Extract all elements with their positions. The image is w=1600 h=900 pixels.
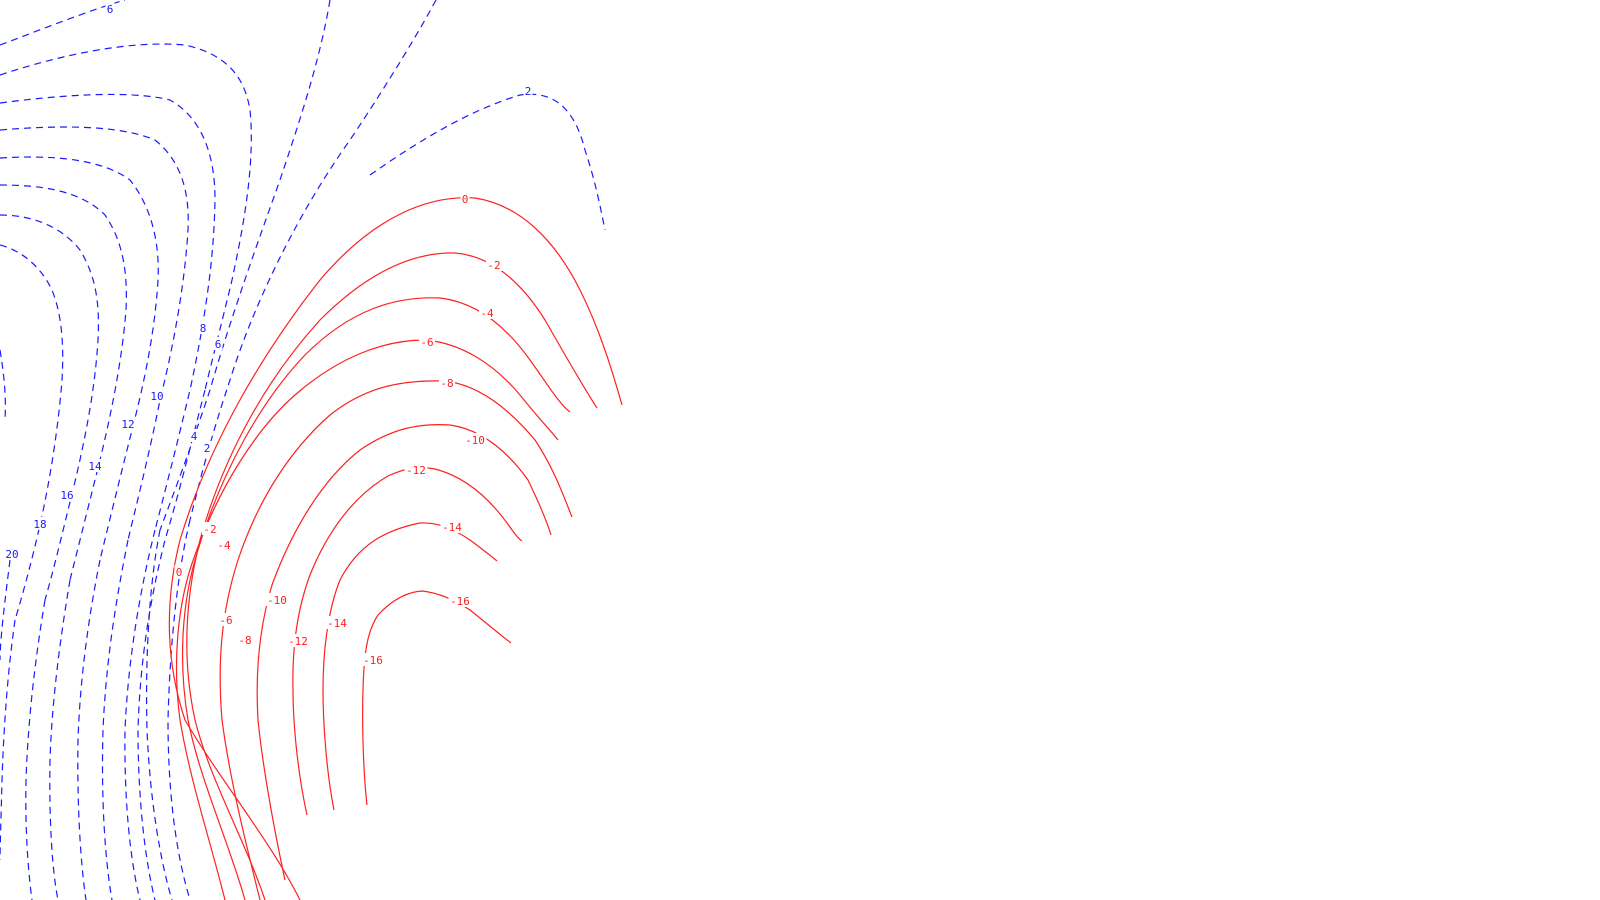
contour-label-bg xyxy=(4,547,20,560)
contour-line-level-neg12 xyxy=(292,466,523,816)
contour-label: -14 xyxy=(442,521,462,534)
contour-label-bg xyxy=(149,389,165,402)
contour-label-bg xyxy=(439,376,455,389)
contour-line-level-neg6 xyxy=(175,339,559,900)
contour-label-bg xyxy=(213,337,223,350)
contour-label-bg xyxy=(87,459,103,472)
contour-label: 14 xyxy=(88,460,102,473)
contour-label: -16 xyxy=(450,595,470,608)
contour-line-level-14 xyxy=(0,156,159,561)
contour-label-bg xyxy=(218,613,234,626)
contour-line-level-18 xyxy=(0,619,16,861)
contour-label-bg xyxy=(479,306,495,319)
contour-line-level-16 xyxy=(25,599,46,900)
contour-label-bg xyxy=(523,84,533,97)
contour-label: -6 xyxy=(420,336,433,349)
contour-label: 6 xyxy=(215,338,222,351)
contour-label-bg xyxy=(286,634,310,647)
contour-line-level-16 xyxy=(0,184,127,581)
contour-label: 16 xyxy=(60,489,73,502)
contour-label-bg xyxy=(460,192,470,205)
contour-label-bg xyxy=(325,616,349,629)
contour-label: -14 xyxy=(327,617,347,630)
contour-line-level-neg14 xyxy=(322,522,498,811)
contour-line-level-neg16 xyxy=(362,590,512,806)
contour-line-level-20 xyxy=(0,244,64,621)
contour-line-level-20 xyxy=(0,349,6,421)
contour-label: 6 xyxy=(107,3,114,16)
contour-label-bg xyxy=(448,594,472,607)
contour-line-level-0 xyxy=(168,197,623,900)
contour-label: -12 xyxy=(406,464,426,477)
contour-label: 10 xyxy=(150,390,163,403)
contour-label-bg xyxy=(59,488,75,501)
contour-label: 2 xyxy=(204,442,211,455)
contour-line-level-2 xyxy=(0,559,11,661)
contour-label-bg xyxy=(404,463,428,476)
contour-line-level-10 xyxy=(0,93,216,531)
contour-label: 12 xyxy=(121,418,134,431)
contour-label-bg xyxy=(440,520,464,533)
contour-line-level-neg4 xyxy=(181,297,571,900)
contour-label-bg xyxy=(189,429,199,442)
contour-line-level-2 xyxy=(369,93,606,231)
contour-label-bg xyxy=(265,593,289,606)
contour-label: -10 xyxy=(267,594,287,607)
contour-line-level-6 xyxy=(137,389,206,900)
contour-label-bg xyxy=(216,538,232,551)
contour-lines xyxy=(0,0,623,900)
contour-label-bg xyxy=(105,2,115,15)
contour-label-bg xyxy=(32,517,48,530)
contour-label-bg xyxy=(237,633,253,646)
contour-line-level-14 xyxy=(49,579,71,900)
contour-label: -8 xyxy=(238,634,251,647)
contour-label: 0 xyxy=(462,193,469,206)
contour-label-bg xyxy=(361,653,385,666)
contour-label: 2 xyxy=(525,85,532,98)
contour-line-level-neg10 xyxy=(256,424,552,881)
contour-label-bg xyxy=(120,417,136,430)
contour-label-bg xyxy=(463,433,487,446)
contour-label: 0 xyxy=(176,566,183,579)
contour-line-level-2 xyxy=(189,0,437,521)
contour-label: -6 xyxy=(219,614,232,627)
contour-label: 8 xyxy=(200,322,207,335)
contour-label-bg xyxy=(198,321,208,334)
contour-label: -16 xyxy=(363,654,383,667)
contour-line-level-10 xyxy=(101,539,129,900)
contour-label: -4 xyxy=(217,539,231,552)
contour-line-level-4 xyxy=(159,0,331,531)
contour-label: -10 xyxy=(465,434,485,447)
contour-label: -4 xyxy=(480,307,494,320)
contour-label: 18 xyxy=(33,518,46,531)
contour-line-level-8 xyxy=(0,43,252,391)
contour-label: 20 xyxy=(5,548,18,561)
contour-line-level-8 xyxy=(124,529,156,900)
contour-label: 4 xyxy=(191,430,198,443)
contour-line-level-4 xyxy=(145,529,173,900)
contour-label-bg xyxy=(486,258,502,271)
contour-label: -2 xyxy=(203,523,216,536)
contour-labels: 6286101242141618200-2-4-6-8-10-12-14-160… xyxy=(4,2,533,667)
contour-label-bg xyxy=(174,565,184,578)
contour-line-level-neg8 xyxy=(219,380,573,900)
contour-label-bg xyxy=(419,335,435,348)
contour-label-bg xyxy=(202,522,218,535)
contour-label: -12 xyxy=(288,635,308,648)
contour-line-level-12 xyxy=(77,559,101,900)
contour-line-level-neg2 xyxy=(186,252,598,900)
contour-label: -8 xyxy=(440,377,453,390)
contour-line-level-12 xyxy=(0,126,189,541)
contour-label-bg xyxy=(202,441,212,454)
contour-line-level-18 xyxy=(0,214,99,601)
contour-label: -2 xyxy=(487,259,500,272)
